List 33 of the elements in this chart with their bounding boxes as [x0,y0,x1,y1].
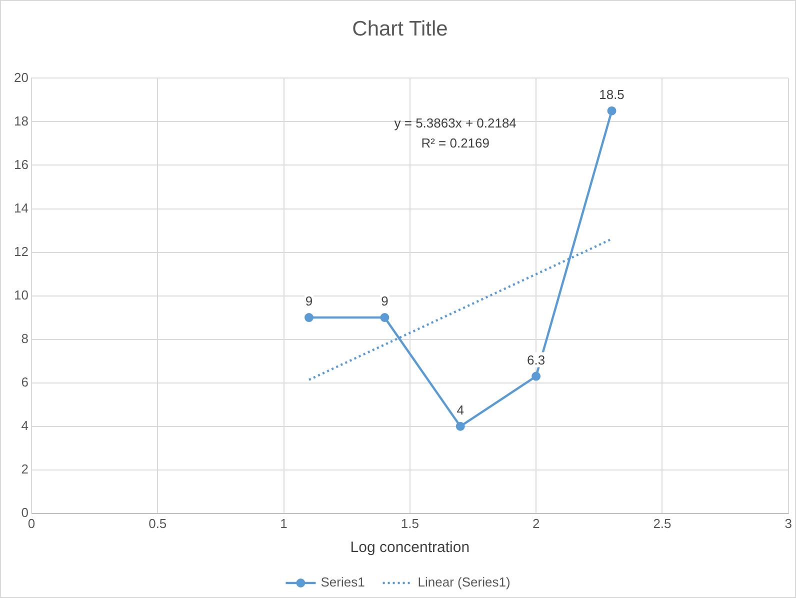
chart-title: Chart Title [352,17,448,40]
data-label: 9 [381,294,388,309]
point [607,106,616,116]
y-tick-label: 6 [21,374,28,390]
point [456,422,465,431]
x-tick-label: 1 [280,516,288,531]
y-tick-label: 18 [14,113,28,128]
x-tick-label: 1.5 [400,516,419,531]
point [304,313,314,322]
y-tick-label: 12 [14,244,28,259]
x-tick-label: 3 [784,516,792,531]
legend-label: Linear (Series1) [418,574,510,590]
y-tick-label: 14 [14,200,28,216]
y-tick-label: 8 [21,330,28,346]
y-tick-label: 16 [14,156,28,172]
data-label: 6.3 [527,352,546,368]
data-label: 9 [305,294,313,309]
y-tick-label: 0 [21,504,28,520]
x-tick-label: 0.5 [148,516,167,531]
y-tick-label: 2 [21,461,28,476]
x-tick-label: 2.5 [653,516,672,531]
point [380,313,390,322]
point [532,372,541,381]
y-tick-label: 20 [14,70,28,85]
data-label: 4 [456,402,464,418]
annotation: y = 5.3863x + 0.2184 [394,115,516,130]
data-label: 18.5 [599,86,624,102]
y-tick-label: 10 [14,287,28,302]
x-tick-label: 2 [532,516,540,531]
annotation: R² = 0.2169 [421,135,490,150]
legend-label: Series1 [320,574,365,590]
x-axis-title: Log concentration [350,539,470,556]
y-tick-label: 4 [21,418,28,433]
